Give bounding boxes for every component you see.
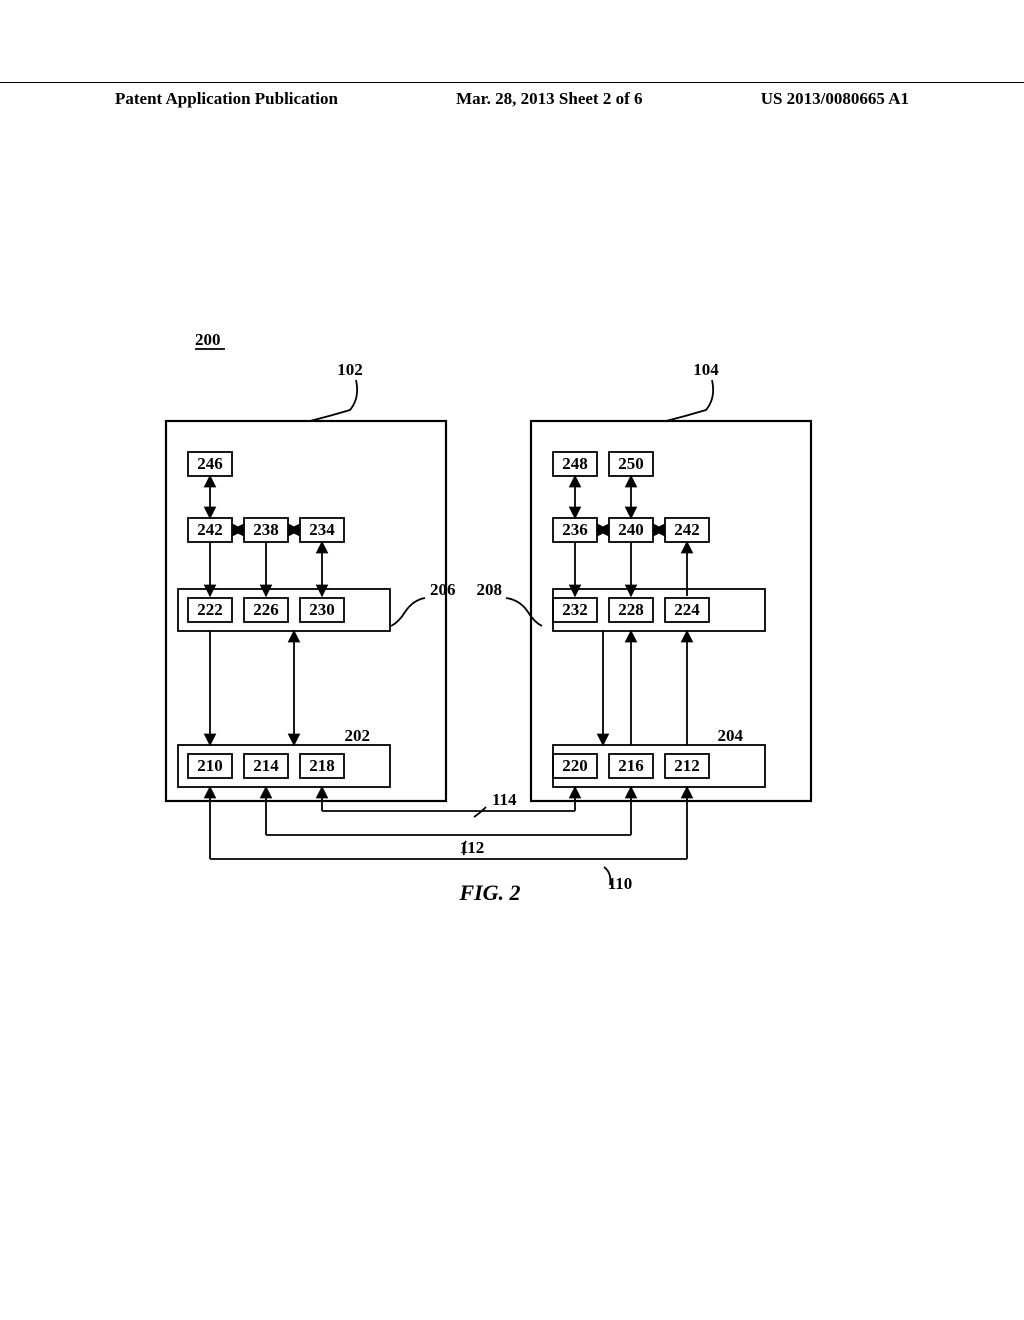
svg-text:242: 242 — [197, 520, 223, 539]
svg-text:206: 206 — [430, 580, 456, 599]
svg-text:214: 214 — [253, 756, 279, 775]
svg-text:208: 208 — [477, 580, 503, 599]
svg-text:240: 240 — [618, 520, 644, 539]
svg-text:232: 232 — [562, 600, 588, 619]
svg-text:226: 226 — [253, 600, 279, 619]
svg-text:220: 220 — [562, 756, 588, 775]
page: Patent Application Publication Mar. 28, … — [0, 0, 1024, 1320]
svg-text:FIG. 2: FIG. 2 — [458, 880, 520, 905]
svg-text:234: 234 — [309, 520, 335, 539]
svg-text:210: 210 — [197, 756, 223, 775]
svg-text:200: 200 — [195, 330, 221, 349]
svg-text:104: 104 — [693, 360, 719, 379]
svg-text:236: 236 — [562, 520, 588, 539]
svg-text:114: 114 — [492, 790, 517, 809]
svg-text:222: 222 — [197, 600, 223, 619]
figure-2-diagram: 200 102 104 246 242 238 234 222 226 230 202 210 214 2… — [0, 0, 1024, 1320]
svg-text:102: 102 — [337, 360, 363, 379]
svg-text:202: 202 — [345, 726, 371, 745]
svg-text:238: 238 — [253, 520, 279, 539]
svg-text:218: 218 — [309, 756, 335, 775]
svg-text:248: 248 — [562, 454, 588, 473]
svg-text:110: 110 — [608, 874, 633, 893]
svg-text:216: 216 — [618, 756, 644, 775]
svg-text:212: 212 — [674, 756, 700, 775]
svg-text:250: 250 — [618, 454, 644, 473]
svg-text:204: 204 — [718, 726, 744, 745]
svg-text:224: 224 — [674, 600, 700, 619]
svg-text:242: 242 — [674, 520, 700, 539]
svg-text:246: 246 — [197, 454, 223, 473]
svg-text:230: 230 — [309, 600, 335, 619]
svg-text:228: 228 — [618, 600, 644, 619]
